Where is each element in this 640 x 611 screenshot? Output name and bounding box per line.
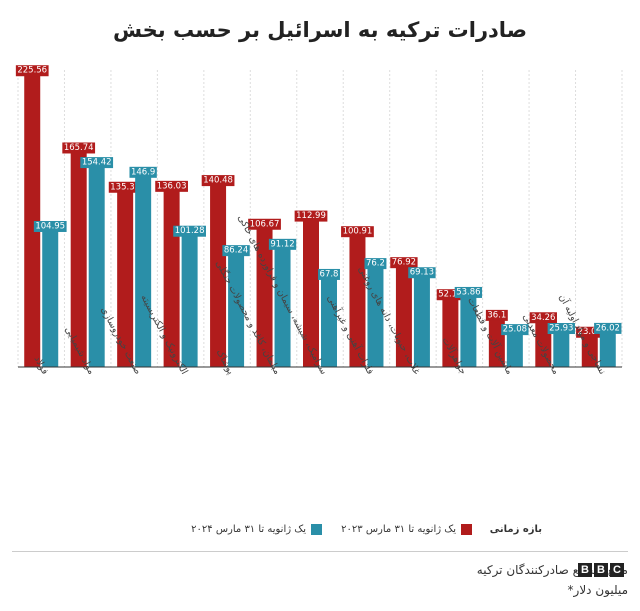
data-label-background [268, 238, 297, 250]
data-label-2024: 69.13 [410, 268, 434, 278]
data-label-2024: 25.93 [549, 324, 573, 334]
bbc-logo-letter-3: C [610, 563, 624, 577]
bar-2023 [349, 236, 366, 367]
footer: منبع: مجمع صادرکنندگان ترکیه میلیون دلار… [228, 560, 628, 600]
data-label-background [529, 312, 557, 324]
unit-note: میلیون دلار* [567, 583, 628, 597]
data-label-2023: 36.1 [487, 310, 506, 320]
bar-2023 [24, 75, 41, 367]
data-label-background [501, 324, 529, 336]
bar-2024 [88, 167, 105, 367]
data-label-background [62, 142, 96, 154]
legend-item-2024: یک ژانویه تا ۳۱ مارس ۲۰۲۴ [191, 524, 322, 535]
bar-2023 [535, 322, 552, 367]
data-label-2023: 165.74 [64, 143, 94, 153]
bar-2023 [210, 185, 227, 367]
bar-2023 [303, 221, 319, 367]
data-label-2023: 106.67 [250, 219, 280, 229]
data-label-2024: 25.08 [503, 325, 527, 335]
data-label-background [222, 245, 250, 257]
bar-2024 [42, 231, 59, 367]
data-label-background [294, 210, 328, 222]
data-label-background [173, 225, 206, 237]
bar-2024 [553, 333, 570, 367]
data-label-background [390, 257, 418, 269]
data-label-background [15, 65, 49, 77]
bar-2023 [581, 337, 598, 367]
bar-2024 [367, 268, 384, 367]
data-label-background [408, 267, 436, 279]
data-label-2024: 53.86 [456, 287, 480, 297]
bar-2023 [395, 267, 412, 367]
data-label-background [201, 175, 235, 187]
data-label-2023: 23.04 [578, 327, 602, 337]
data-label-background [318, 268, 340, 280]
data-label-background [547, 323, 575, 335]
data-label-background [364, 258, 387, 270]
data-label-background [341, 226, 374, 238]
data-label-background [576, 326, 604, 338]
legend-title: بازه زمانی [490, 524, 542, 535]
data-label-2023: 100.91 [343, 227, 373, 237]
data-label-background [485, 309, 508, 321]
data-label-2024: 86.24 [224, 246, 248, 256]
bar-2024 [413, 277, 430, 367]
bar-2023 [442, 299, 459, 367]
bbc-logo-letter-1: B [578, 563, 592, 577]
data-label-background [248, 218, 281, 230]
bar-2024 [460, 297, 477, 367]
data-label-background [155, 180, 188, 192]
footer-divider [12, 551, 628, 552]
data-label-background [108, 181, 142, 193]
legend-title-text: بازه زمانی [489, 524, 542, 535]
bar-2023 [488, 320, 505, 367]
data-label-2023: 34.26 [531, 313, 555, 323]
bar-2024 [599, 333, 616, 367]
data-label-background [454, 286, 483, 298]
bar-2024 [274, 249, 291, 367]
bar-2024 [181, 236, 198, 367]
bar-2024 [135, 177, 152, 367]
data-label-2023: 52.11 [438, 290, 462, 300]
data-label-2024: 91.12 [270, 239, 294, 249]
data-label-2024: 154.42 [82, 158, 112, 168]
data-label-2024: 104.95 [35, 221, 65, 231]
legend-swatch-2024 [311, 524, 322, 535]
bar-2023 [70, 152, 87, 367]
data-label-2024: 76.2 [366, 259, 385, 269]
data-label-background [594, 322, 622, 334]
legend: بازه زمانی یک ژانویه تا ۳۱ مارس ۲۰۲۳ یک … [0, 524, 640, 544]
data-label-2023: 112.99 [296, 211, 326, 221]
data-label-2023: 135.32 [110, 182, 140, 192]
data-label-2023: 225.56 [17, 66, 47, 76]
data-label-2024: 67.8 [320, 269, 339, 279]
chart-title: صادرات ترکیه به اسرائیل بر حسب بخش [112, 18, 527, 42]
data-label-background [129, 166, 157, 178]
data-label-background [80, 157, 114, 169]
bar-2023 [117, 192, 134, 367]
bar-2024 [228, 255, 245, 367]
data-label-2024: 101.28 [175, 226, 205, 236]
data-label-2023: 140.48 [203, 176, 233, 186]
legend-label-2024: یک ژانویه تا ۳۱ مارس ۲۰۲۴ [191, 524, 306, 535]
data-label-2024: 26.02 [596, 323, 620, 333]
data-label-2024: 146.9 [131, 167, 155, 177]
source-note: منبع: مجمع صادرکنندگان ترکیه [476, 563, 628, 577]
data-label-2023: 76.92 [392, 258, 416, 268]
bar-2023 [256, 229, 273, 367]
bar-2024 [321, 279, 337, 367]
legend-item-2023: یک ژانویه تا ۳۱ مارس ۲۰۲۳ [341, 524, 472, 535]
data-label-2023: 136.03 [157, 181, 187, 191]
bbc-logo-letter-2: B [594, 563, 608, 577]
legend-label-2023: یک ژانویه تا ۳۱ مارس ۲۰۲۳ [341, 524, 456, 535]
bbc-logo: B B C [578, 563, 624, 577]
data-label-background [436, 289, 465, 301]
data-label-background [33, 220, 67, 232]
legend-swatch-2023 [461, 524, 472, 535]
bar-2024 [506, 334, 523, 367]
